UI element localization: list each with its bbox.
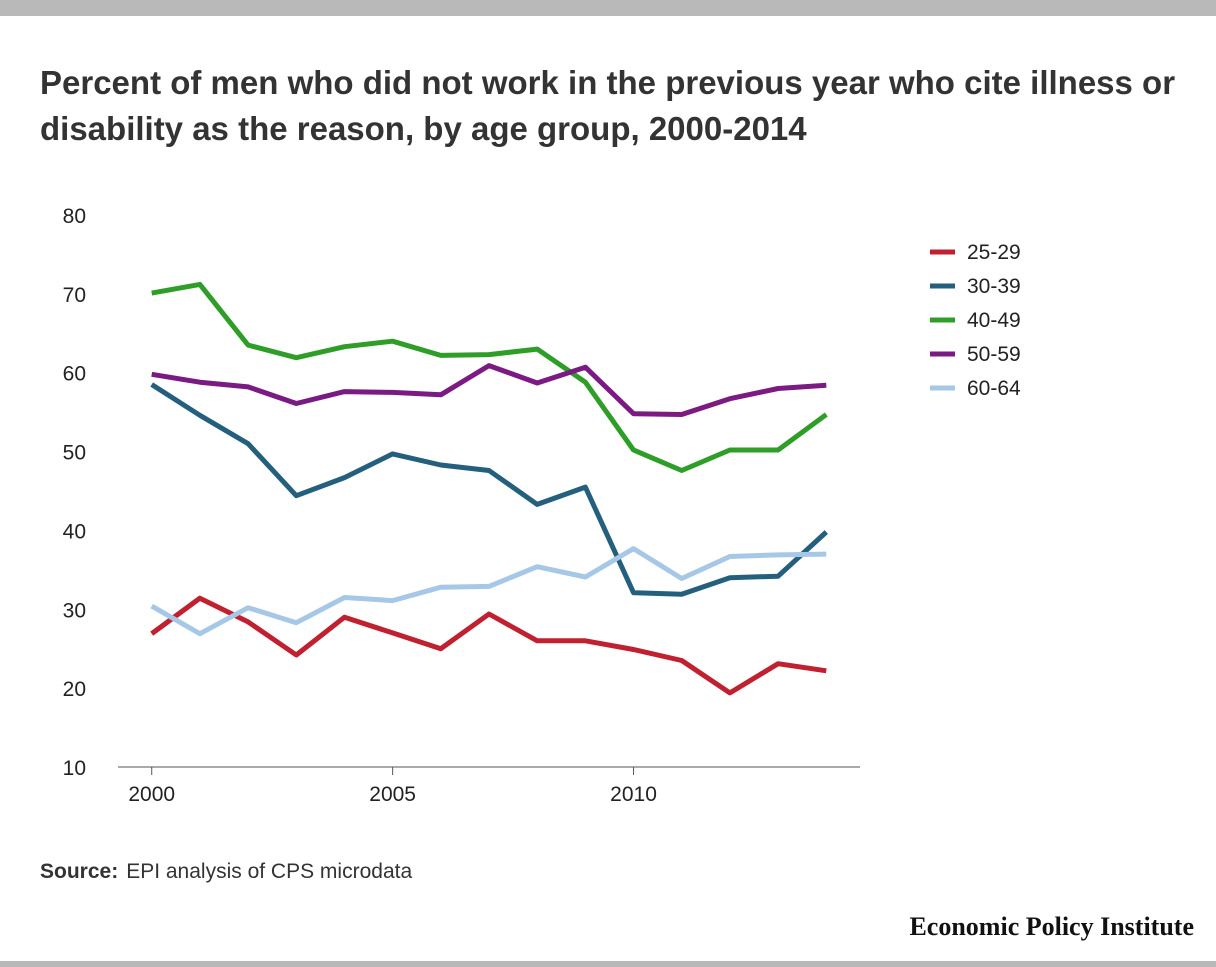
series-line-25-29 [150,595,827,696]
y-tick-label: 30 [63,599,86,622]
x-tick-label: 2010 [610,783,657,806]
series-line-30-39 [150,382,828,597]
source-text: EPI analysis of CPS microdata [126,860,413,883]
legend-label: 50-59 [967,343,1021,366]
legend-label: 30-39 [967,275,1021,298]
y-tick-label: 10 [63,757,86,780]
y-tick-label: 20 [63,678,86,701]
series-line-40-49 [151,281,828,473]
brand-logo: Economic Policy Institute [909,912,1194,941]
legend-label: 60-64 [967,377,1021,400]
bottom-border [0,961,1216,967]
series-line-60-64 [150,546,827,637]
chart-title: Percent of men who did not work in the p… [40,64,1176,147]
legend-label: 40-49 [967,309,1021,332]
y-tick-label: 70 [63,284,86,307]
top-border [0,0,1216,16]
source-note: Source: EPI analysis of CPS microdata [40,860,412,884]
y-tick-label: 80 [63,205,86,228]
legend-label: 25-29 [967,241,1021,264]
y-tick-label: 60 [63,363,86,386]
y-tick-label: 40 [63,520,86,543]
x-tick-label: 2005 [369,783,416,806]
series-line-50-59 [151,363,827,417]
y-tick-label: 50 [63,442,86,465]
x-tick-label: 2000 [128,783,175,806]
source-label: Source: [40,860,119,883]
